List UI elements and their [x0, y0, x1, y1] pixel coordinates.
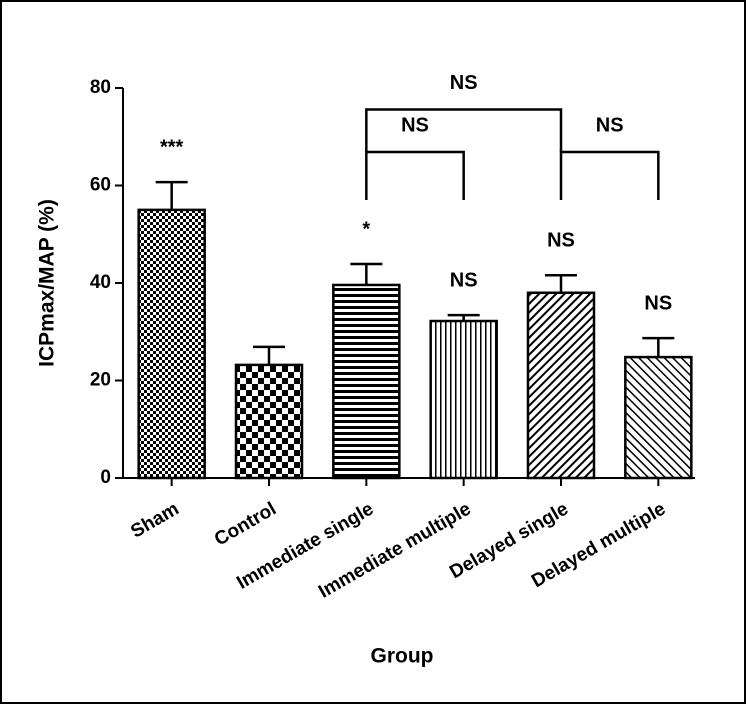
comparison-bracket	[559, 150, 660, 200]
y-tick-label: 20	[90, 370, 111, 391]
comparison-bracket	[365, 108, 563, 153]
significance-label: NS	[547, 229, 575, 251]
significance-label: NS	[450, 269, 478, 291]
y-tick-label: 0	[100, 467, 111, 488]
x-axis-title: Group	[371, 645, 434, 668]
bar	[234, 363, 304, 480]
y-tick-label: 80	[90, 77, 111, 98]
bar	[332, 283, 401, 480]
bar	[429, 319, 498, 480]
comparison-label: NS	[450, 72, 478, 94]
comparison-label: NS	[596, 114, 624, 136]
significance-label: *	[362, 218, 370, 240]
bar	[526, 291, 596, 480]
bar	[137, 208, 206, 480]
y-tick-label: 60	[90, 175, 111, 196]
comparison-label: NS	[401, 114, 429, 136]
significance-label: NS	[644, 292, 672, 314]
y-tick-label: 40	[90, 272, 111, 293]
y-axis-title: ICPmax/MAP (%)	[36, 199, 59, 367]
bar	[624, 355, 693, 480]
significance-label: ***	[160, 136, 184, 158]
comparison-bracket	[365, 150, 465, 200]
